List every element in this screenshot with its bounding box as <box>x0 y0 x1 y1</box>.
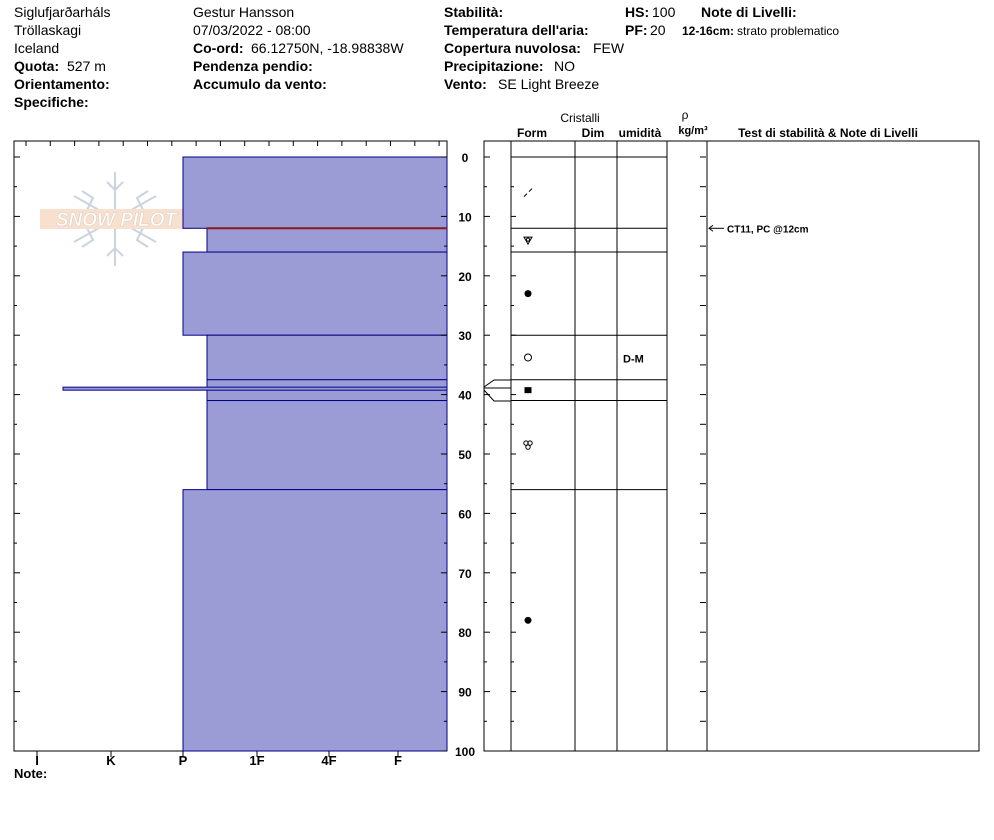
notes-label: Note: <box>14 766 47 781</box>
observer-name: Gestur Hansson <box>193 4 295 20</box>
pf-label: PF: <box>625 22 648 38</box>
hardness-tick-label: K <box>106 753 116 768</box>
coord-label: Co-ord: <box>193 40 244 56</box>
depth-tick-label: 0 <box>462 151 469 165</box>
cloud-value: FEW <box>593 40 625 56</box>
rounded-grain-icon <box>524 616 532 624</box>
wind-value: SE Light Breeze <box>498 76 600 92</box>
hs-label: HS: <box>625 4 650 20</box>
depth-tick-label: 80 <box>458 626 472 640</box>
moisture-header: umidità <box>619 126 662 140</box>
mixed-form-icon <box>525 444 531 450</box>
pf-value: 20 <box>650 22 666 38</box>
region-name: Tröllaskagi <box>14 22 82 38</box>
depth-tick-label: 70 <box>458 567 472 581</box>
hardness-tick-label: P <box>179 753 188 768</box>
hardness-tick-label: I <box>35 753 39 768</box>
crystals-header: Cristalli <box>560 111 599 125</box>
depth-axis: 0 10 20 30 40 50 60 70 80 90 100 <box>14 151 706 759</box>
country-name: Iceland <box>14 40 60 56</box>
elevation-value: 527 m <box>67 58 106 74</box>
snowpilot-logo: SNOW PILOT <box>40 172 192 266</box>
grain-symbols <box>523 188 533 624</box>
elevation-label: Quota: <box>14 58 60 74</box>
hardness-layer-bar <box>206 334 448 381</box>
depth-tick-label: 20 <box>458 270 472 284</box>
ice-layer-icon <box>524 387 532 394</box>
stability-label: Stabilità: <box>444 4 504 20</box>
specifics-label: Specifiche: <box>14 94 89 110</box>
layer-table: D-M CT11, PC @12cm <box>483 140 980 752</box>
hardness-layer-bar <box>206 227 448 253</box>
rounded-grain-icon <box>524 290 532 298</box>
coord-value: 66.12750N, -18.98838W <box>251 40 404 56</box>
depth-tick-label: 100 <box>455 745 475 759</box>
location-name: Siglufjarðarháls <box>14 4 111 20</box>
depth-tick-label: 60 <box>458 507 472 521</box>
layer-connector <box>483 389 511 402</box>
slope-label: Pendenza pendio: <box>193 58 313 74</box>
hardness-tick-label: 1F <box>249 753 264 768</box>
wind-loading-label: Accumulo da vento: <box>193 76 327 92</box>
observation-datetime: 07/03/2022 - 08:00 <box>193 22 311 38</box>
depth-tick-label: 30 <box>458 329 472 343</box>
form-header: Form <box>517 126 547 140</box>
hardness-plot: I K P 1F 4F F <box>13 140 448 768</box>
layer-connector <box>483 379 511 388</box>
depth-tick-label: 90 <box>458 686 472 700</box>
logo-text: SNOW PILOT <box>56 210 178 231</box>
problem-text: strato problematico <box>737 24 840 38</box>
density-header: kg/m³ <box>678 125 708 137</box>
hardness-layer-bar <box>206 400 448 491</box>
melt-form-icon <box>524 353 532 362</box>
table-frame <box>483 140 980 752</box>
depth-hoar-icon <box>525 237 531 242</box>
air-temp-label: Temperatura dell'aria: <box>444 22 589 38</box>
wind-label: Vento: <box>444 76 487 92</box>
decomposing-grain-icon <box>523 193 528 197</box>
aspect-label: Orientamento: <box>14 76 110 92</box>
hs-value: 100 <box>652 4 676 20</box>
precip-value: NO <box>554 58 575 74</box>
hardness-layer-bar <box>182 156 448 229</box>
tests-header: Test di stabilità & Note di Livelli <box>738 126 918 140</box>
cloud-label: Copertura nuvolosa: <box>444 40 581 56</box>
hardness-layer-bar <box>182 489 448 752</box>
layer-moisture: D-M <box>623 353 644 365</box>
depth-tick-label: 50 <box>458 448 472 462</box>
hardness-tick-label: 4F <box>321 753 336 768</box>
test-arrow-head <box>708 224 714 232</box>
logo-banner <box>40 209 192 229</box>
size-header: Dim <box>582 126 605 140</box>
depth-tick-label: 40 <box>458 389 472 403</box>
problem-range: 12-16cm: <box>682 24 735 38</box>
layer-notes-label: Note di Livelli: <box>701 4 797 20</box>
hardness-layer-bar <box>182 251 448 336</box>
depth-tick-label: 10 <box>458 210 472 224</box>
ice-lens-bar <box>62 386 448 391</box>
rho-header: ρ <box>682 108 689 122</box>
depth-hoar-icon <box>523 236 533 246</box>
stability-test-label: CT11, PC @12cm <box>727 224 809 235</box>
precip-label: Precipitazione: <box>444 58 544 74</box>
hardness-tick-label: F <box>394 753 402 768</box>
decomposing-grain-icon <box>528 188 533 192</box>
